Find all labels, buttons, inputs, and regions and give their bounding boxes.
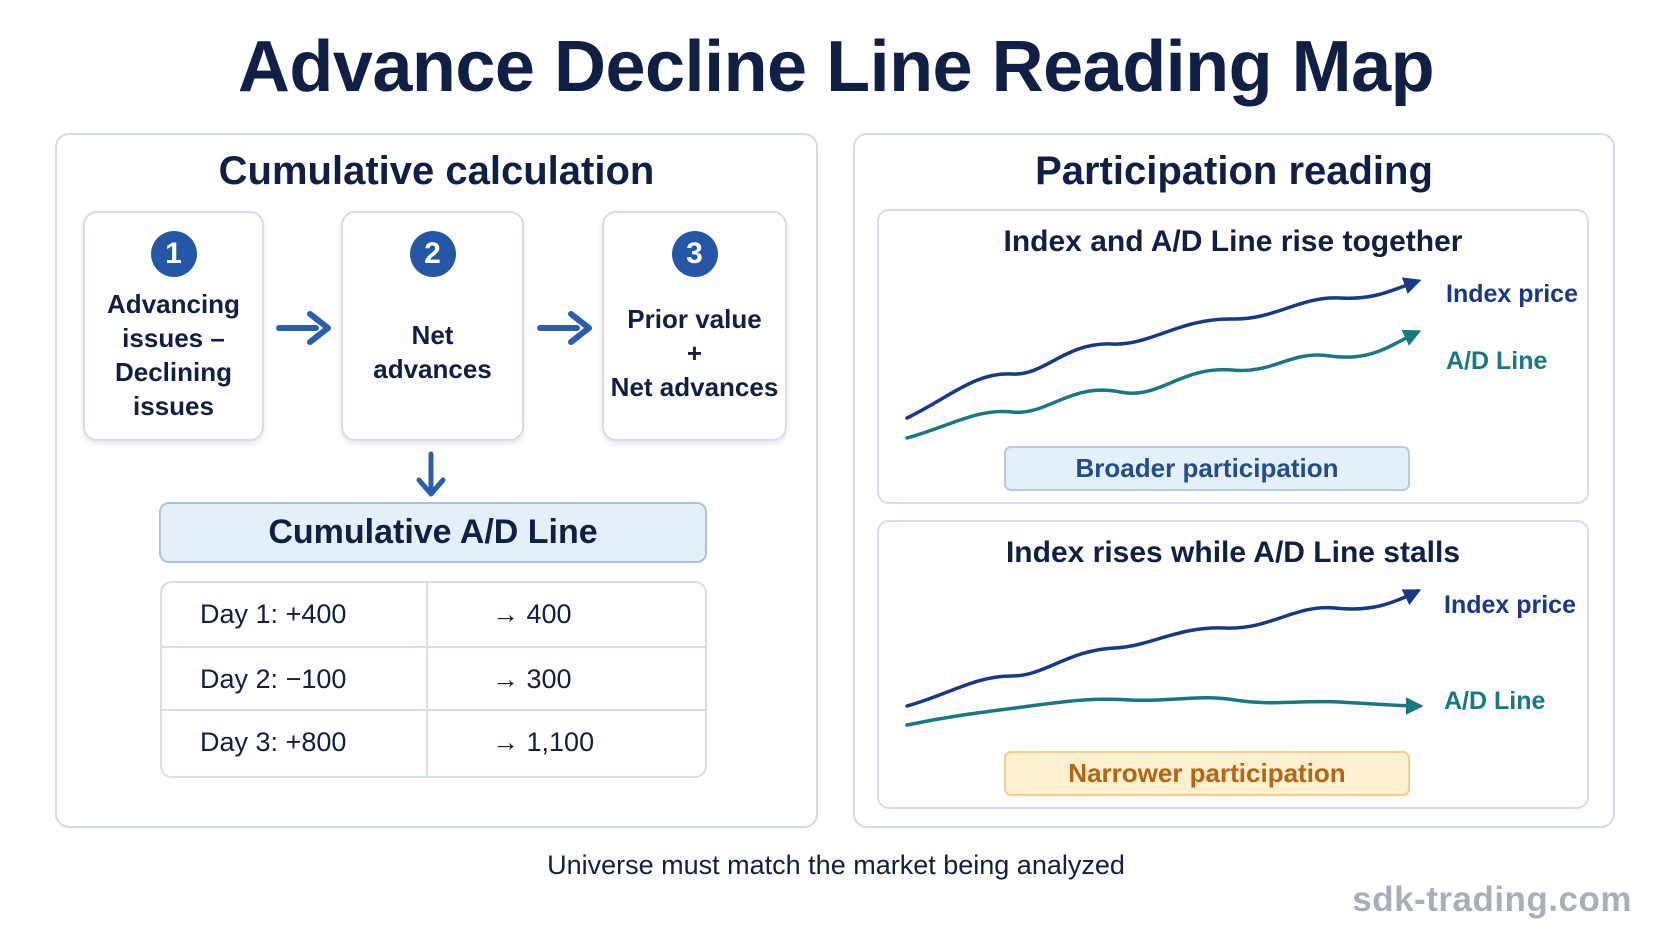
cumulative-cell: → 1,100 — [492, 711, 594, 774]
broader-participation-tag: Broader participation — [1004, 446, 1410, 491]
calculation-panel-title: Cumulative calculation — [218, 149, 655, 193]
step-2-badge: 2 — [409, 231, 456, 277]
step-3-text: Prior value + Net advances — [610, 302, 779, 404]
index-price-line — [905, 589, 1422, 708]
scenario-broad-box: Index and A/D Line rise together — [877, 209, 1589, 504]
ad-line — [905, 695, 1424, 727]
step-3-box: 3 Prior value + Net advances — [602, 211, 787, 441]
step-2-line-2: advances — [373, 354, 492, 384]
day-label: Day 3: — [200, 727, 279, 757]
arrow-down-icon — [416, 451, 446, 497]
scenario-narrow-title: Index rises while A/D Line stalls — [1005, 536, 1461, 569]
net-value: +800 — [285, 727, 347, 757]
step-2-box: 2 Net advances — [341, 211, 524, 441]
cumulative-value: 400 — [526, 599, 572, 629]
arrow-right-icon: → — [492, 599, 519, 629]
ad-line — [905, 329, 1422, 440]
index-price-line — [905, 277, 1422, 420]
arrow-right-icon: → — [492, 727, 519, 757]
table-row: Day 2: −100 → 300 — [162, 646, 705, 709]
arrow-right-icon: → — [492, 664, 519, 694]
calculation-table: Day 1: +400 → 400 Day 2: −100 → 300 Day … — [160, 581, 707, 778]
step-3-badge: 3 — [671, 231, 718, 277]
cumulative-value: 300 — [526, 664, 572, 694]
step-2-text: Net advances — [349, 318, 516, 386]
step-1-box: 1 Advancing issues – Declining issues — [83, 211, 264, 441]
day-cell: Day 3: +800 — [200, 711, 346, 774]
day-label: Day 2: — [200, 664, 279, 694]
step-1-line-4: issues — [133, 391, 214, 421]
arrow-right-icon — [276, 311, 331, 345]
step-1-text: Advancing issues – Declining issues — [91, 287, 256, 423]
table-row: Day 3: +800 → 1,100 — [162, 709, 705, 772]
table-column-divider — [426, 583, 428, 776]
step-1-line-3: Declining — [114, 357, 232, 387]
cumulative-ad-line-box: Cumulative A/D Line — [159, 502, 707, 563]
narrower-participation-tag: Narrower participation — [1004, 751, 1410, 796]
table-row: Day 1: +400 → 400 — [162, 583, 705, 646]
step-2-line-1: Net — [411, 320, 454, 350]
step-3-line-3: Net advances — [610, 372, 779, 402]
cumulative-cell: → 300 — [492, 648, 572, 711]
ad-line-label: A/D Line — [1446, 347, 1548, 375]
day-cell: Day 2: −100 — [200, 648, 346, 711]
scenario-broad-title: Index and A/D Line rise together — [1003, 225, 1463, 258]
scenario-narrow-box: Index rises while A/D Line stalls — [877, 520, 1589, 809]
cumulative-value: 1,100 — [526, 727, 595, 757]
step-1-line-2: issues – — [122, 323, 225, 353]
step-1-line-1: Advancing — [107, 289, 240, 319]
arrow-right-icon — [537, 311, 592, 345]
step-3-line-1: Prior value — [627, 304, 762, 334]
cumulative-cell: → 400 — [492, 583, 572, 646]
day-cell: Day 1: +400 — [200, 583, 346, 646]
ad-line-label: A/D Line — [1444, 687, 1546, 715]
step-3-line-2: + — [686, 338, 703, 368]
step-1-badge: 1 — [150, 231, 197, 277]
footnote: Universe must match the market being ana… — [547, 850, 1125, 880]
page-title: Advance Decline Line Reading Map — [237, 27, 1435, 107]
watermark: sdk-trading.com — [1352, 880, 1632, 919]
day-label: Day 1: — [200, 599, 279, 629]
index-price-label: Index price — [1446, 280, 1578, 308]
participation-panel-title: Participation reading — [1035, 149, 1433, 193]
net-value: +400 — [285, 599, 347, 629]
index-price-label: Index price — [1444, 591, 1576, 619]
net-value: −100 — [285, 664, 347, 694]
